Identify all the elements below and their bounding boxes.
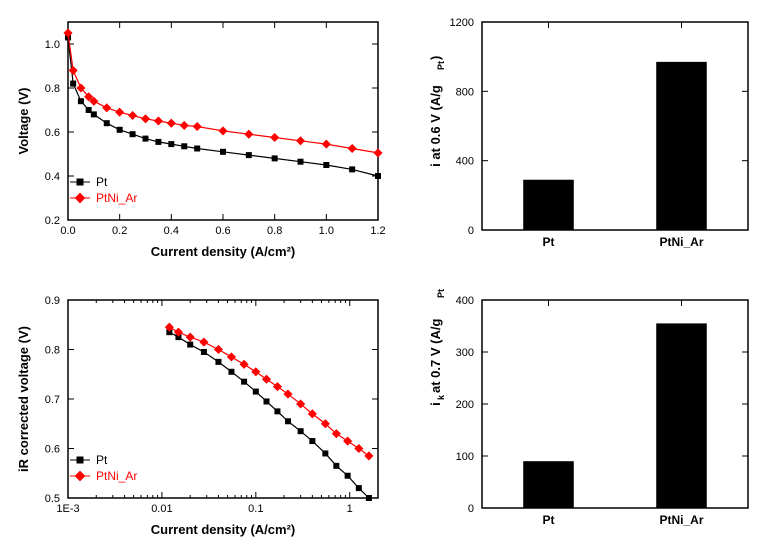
svg-text:0.5: 0.5: [45, 493, 60, 505]
svg-text:0: 0: [468, 503, 474, 515]
svg-text:800: 800: [456, 86, 474, 98]
svg-text:0.8: 0.8: [45, 345, 60, 357]
svg-text:1.2: 1.2: [370, 225, 385, 237]
svg-text:1.0: 1.0: [319, 225, 334, 237]
svg-text:PtNi_Ar: PtNi_Ar: [659, 235, 703, 249]
svg-text:200: 200: [456, 399, 474, 411]
panel-bottom-right: 0 100 200 300 400 Pt PtNi_Ar ik at 0.7 V (A/g Pt…: [420, 288, 760, 548]
svg-text:Pt: Pt: [543, 513, 555, 527]
svg-text:0.4: 0.4: [45, 171, 60, 183]
svg-text:0.9: 0.9: [45, 295, 60, 307]
svg-text:0.1: 0.1: [248, 503, 263, 515]
svg-text:1: 1: [347, 503, 353, 515]
svg-text:Pt: Pt: [543, 235, 555, 249]
svg-text:0.2: 0.2: [112, 225, 127, 237]
svg-text:0.01: 0.01: [151, 503, 172, 515]
svg-text:400: 400: [456, 295, 474, 307]
svg-text:0.0: 0.0: [60, 225, 75, 237]
svg-text:k: k: [436, 394, 446, 400]
panel-top-right: 0 400 800 1200 Pt PtNi_Ar i at 0.6 V (A/g Pt): [420, 10, 760, 270]
panel-bottom-left: 1E-30.010.110.50.60.70.80.9Current densi…: [10, 288, 390, 548]
svg-text:100: 100: [456, 451, 474, 463]
chart-grid: 0.00.20.40.60.81.01.20.20.40.60.81.0Curr…: [0, 0, 770, 558]
svg-text:Pt: Pt: [96, 175, 108, 189]
svg-text:Pt: Pt: [436, 289, 446, 298]
svg-text:Voltage (V): Voltage (V): [16, 88, 31, 155]
svg-text:Pt: Pt: [96, 453, 108, 467]
svg-text:PtNi_Ar: PtNi_Ar: [659, 513, 703, 527]
svg-text:Current density (A/cm²): Current density (A/cm²): [151, 244, 295, 259]
svg-text:0.7: 0.7: [45, 394, 60, 406]
svg-text:Current density (A/cm²): Current density (A/cm²): [151, 522, 295, 537]
svg-text:0.8: 0.8: [267, 225, 282, 237]
svg-text:Pt: Pt: [436, 61, 446, 70]
svg-text:PtNi_Ar: PtNi_Ar: [96, 191, 137, 205]
svg-text:0.6: 0.6: [215, 225, 230, 237]
svg-text:): ): [428, 56, 443, 60]
panel-top-left: 0.00.20.40.60.81.01.20.20.40.60.81.0Curr…: [10, 10, 390, 270]
svg-text:0: 0: [468, 225, 474, 237]
svg-text:0.6: 0.6: [45, 444, 60, 456]
svg-text:0.2: 0.2: [45, 215, 60, 227]
svg-text:0.8: 0.8: [45, 83, 60, 95]
svg-text:at 0.7 V (A/g: at 0.7 V (A/g: [428, 319, 443, 393]
svg-text:1.0: 1.0: [45, 39, 60, 51]
svg-text:400: 400: [456, 156, 474, 168]
svg-text:PtNi_Ar: PtNi_Ar: [96, 469, 137, 483]
svg-text:iR corrected voltage (V): iR corrected voltage (V): [16, 326, 31, 472]
svg-text:0.4: 0.4: [164, 225, 179, 237]
svg-text:1200: 1200: [450, 17, 474, 29]
svg-text:i: i: [428, 402, 443, 406]
svg-text:0.6: 0.6: [45, 127, 60, 139]
svg-text:i at 0.6 V (A/g: i at 0.6 V (A/g: [428, 85, 443, 167]
svg-text:300: 300: [456, 347, 474, 359]
